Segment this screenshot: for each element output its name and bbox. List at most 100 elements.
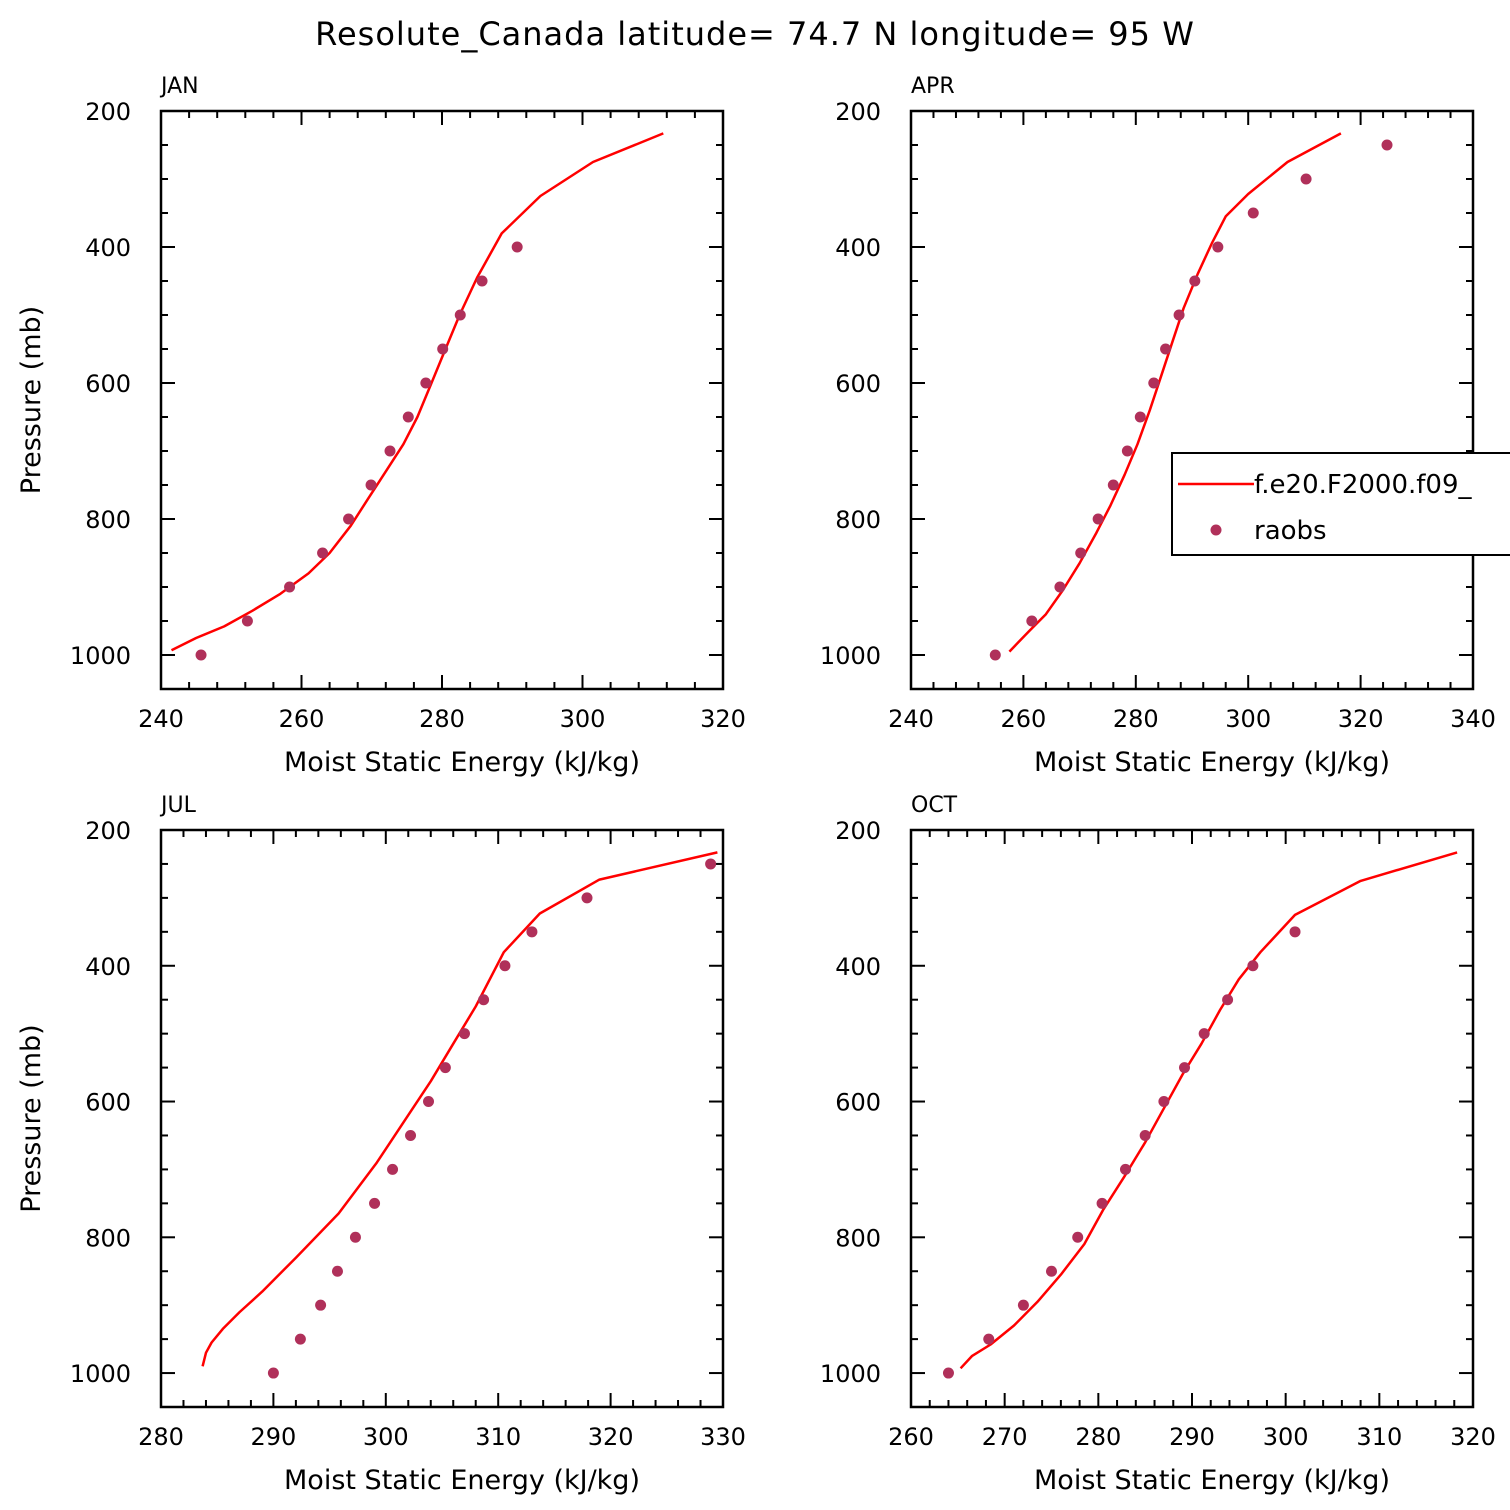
raobs-point xyxy=(458,1028,470,1040)
x-axis-label: Moist Static Energy (kJ/kg) xyxy=(1034,1465,1390,1496)
raobs-point xyxy=(1092,513,1104,525)
raobs-point xyxy=(1121,445,1133,457)
y-tick-label: 1000 xyxy=(820,642,881,670)
model-line xyxy=(170,132,664,652)
x-tick-label: 260 xyxy=(888,1423,934,1451)
raobs-point xyxy=(439,1062,451,1074)
raobs-point xyxy=(195,649,207,661)
x-tick-label: 260 xyxy=(1000,705,1046,733)
plot-frame xyxy=(909,828,1475,1409)
raobs-point xyxy=(499,960,511,972)
raobs-point xyxy=(1148,377,1160,389)
y-tick-label: 1000 xyxy=(70,642,131,670)
raobs-point xyxy=(294,1333,306,1345)
x-tick-label: 240 xyxy=(138,705,184,733)
panel-jul: JUL 280 290 300 310 320 330 200 400 600 800 1000 Moi… xyxy=(16,793,746,1496)
model-line xyxy=(1008,132,1342,653)
x-tick-label: 300 xyxy=(1263,1423,1309,1451)
raobs-point xyxy=(343,513,355,525)
raobs-point xyxy=(267,1367,279,1379)
raobs-point xyxy=(1119,1163,1131,1175)
raobs-point xyxy=(1222,994,1234,1006)
x-tick-label: 310 xyxy=(1356,1423,1402,1451)
x-tick-label: 330 xyxy=(700,1423,746,1451)
raobs-point xyxy=(420,377,432,389)
raobs-point xyxy=(1189,275,1201,287)
legend-obs-label: raobs xyxy=(1254,516,1327,546)
raobs-point xyxy=(1289,926,1301,938)
panel-apr: APR 240 260 280 300 320 340 200 400 600 800 1000 Moi… xyxy=(820,74,1496,778)
legend-box xyxy=(1171,452,1510,556)
raobs-point xyxy=(1173,309,1185,321)
raobs-point xyxy=(284,581,296,593)
raobs-point xyxy=(1017,1299,1029,1311)
x-tick-label: 290 xyxy=(250,1423,296,1451)
model-line xyxy=(201,851,718,1367)
x-tick-label: 300 xyxy=(363,1423,409,1451)
x-axis-label: Moist Static Energy (kJ/kg) xyxy=(1034,747,1390,778)
y-tick-label: 200 xyxy=(835,98,881,126)
raobs-point xyxy=(369,1197,381,1209)
raobs-point xyxy=(511,241,523,253)
y-tick-label: 1000 xyxy=(70,1360,131,1388)
y-tick-label: 600 xyxy=(85,1089,131,1117)
raobs-point xyxy=(478,994,490,1006)
plot-frame xyxy=(159,828,725,1409)
raobs-point xyxy=(405,1129,417,1141)
y-tick-label: 800 xyxy=(85,1224,131,1252)
x-tick-label: 310 xyxy=(475,1423,521,1451)
panel-label: APR xyxy=(911,74,955,99)
y-tick-label: 600 xyxy=(85,370,131,398)
plot-frame xyxy=(909,109,1475,691)
x-tick-label: 320 xyxy=(1450,1423,1496,1451)
raobs-point xyxy=(241,615,253,627)
raobs-point xyxy=(1046,1265,1057,1277)
x-tick-label: 260 xyxy=(279,705,325,733)
y-axis-label: Pressure (mb) xyxy=(16,1024,47,1212)
raobs-point xyxy=(1212,241,1224,253)
y-tick-label: 400 xyxy=(85,234,131,262)
raobs-point xyxy=(1134,411,1146,423)
y-tick-label: 200 xyxy=(85,98,131,126)
panels-group: JAN 240 260 280 300 320 200 400 600 800 1000 Moist … xyxy=(16,74,1496,1496)
legend-model-label: f.e20.F2000.f09_ xyxy=(1254,470,1472,500)
raobs-point xyxy=(1247,207,1259,219)
y-tick-label: 600 xyxy=(835,1089,881,1117)
y-tick-label: 800 xyxy=(835,1224,881,1252)
raobs-point xyxy=(349,1231,361,1243)
raobs-point xyxy=(1072,1231,1084,1243)
panel-label: OCT xyxy=(911,793,958,818)
raobs-point xyxy=(1107,479,1119,491)
x-tick-label: 280 xyxy=(419,705,465,733)
y-tick-label: 800 xyxy=(85,506,131,534)
y-tick-label: 1000 xyxy=(820,1360,881,1388)
x-axis-label: Moist Static Energy (kJ/kg) xyxy=(284,747,640,778)
x-tick-label: 270 xyxy=(982,1423,1028,1451)
x-tick-label: 280 xyxy=(1075,1423,1121,1451)
x-tick-label: 320 xyxy=(700,705,746,733)
panel-label: JUL xyxy=(159,793,197,818)
raobs-point xyxy=(1054,581,1066,593)
raobs-point xyxy=(387,1163,399,1175)
raobs-point xyxy=(365,479,377,491)
y-tick-label: 400 xyxy=(835,953,881,981)
x-tick-label: 300 xyxy=(1225,705,1271,733)
model-line xyxy=(959,851,1458,1370)
raobs-point xyxy=(384,445,396,457)
raobs-point xyxy=(1179,1062,1191,1074)
raobs-point xyxy=(1198,1028,1210,1040)
raobs-point xyxy=(526,926,538,938)
raobs-point xyxy=(1026,615,1038,627)
raobs-point xyxy=(1096,1197,1108,1209)
figure-title: Resolute_Canada latitude= 74.7 N longitu… xyxy=(315,15,1195,53)
raobs-point xyxy=(1075,547,1087,559)
raobs-point xyxy=(581,892,593,904)
raobs-point xyxy=(423,1096,435,1108)
x-tick-label: 280 xyxy=(138,1423,184,1451)
plot-frame xyxy=(159,109,725,691)
raobs-point xyxy=(1300,173,1312,185)
raobs-point xyxy=(1381,139,1393,151)
y-tick-label: 600 xyxy=(835,370,881,398)
y-tick-label: 200 xyxy=(835,817,881,845)
